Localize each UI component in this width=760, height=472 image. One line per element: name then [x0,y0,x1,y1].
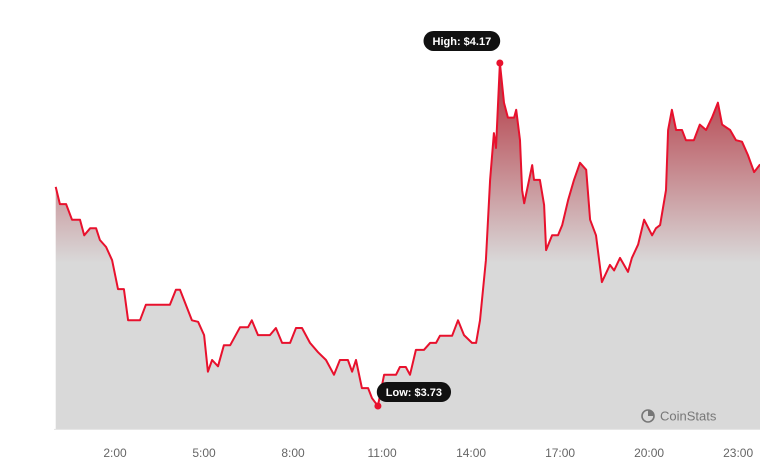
x-tick-label: 2:00 [103,446,127,460]
annotation-dot [374,402,382,410]
watermark-icon-slice [648,410,654,416]
x-tick-label: 8:00 [281,446,305,460]
annotation-label: Low: $3.73 [386,387,442,399]
x-tick-label: 17:00 [545,446,575,460]
x-tick-label: 20:00 [634,446,664,460]
annotation-label: High: $4.17 [433,36,492,48]
x-tick-label: 11:00 [367,446,396,460]
annotation: Low: $3.73 [376,382,452,403]
annotation: High: $4.17 [423,30,501,51]
price-line [54,62,760,407]
x-tick-label: 14:00 [456,446,486,460]
watermark-text: CoinStats [660,408,717,423]
area-fill [55,63,760,430]
x-tick-label: 5:00 [192,446,216,460]
annotation-dot [496,59,504,67]
x-tick-label: 23:00 [723,446,753,460]
watermark: CoinStats [641,408,717,423]
annotation-pill [423,30,501,51]
annotation-pill [376,382,452,403]
